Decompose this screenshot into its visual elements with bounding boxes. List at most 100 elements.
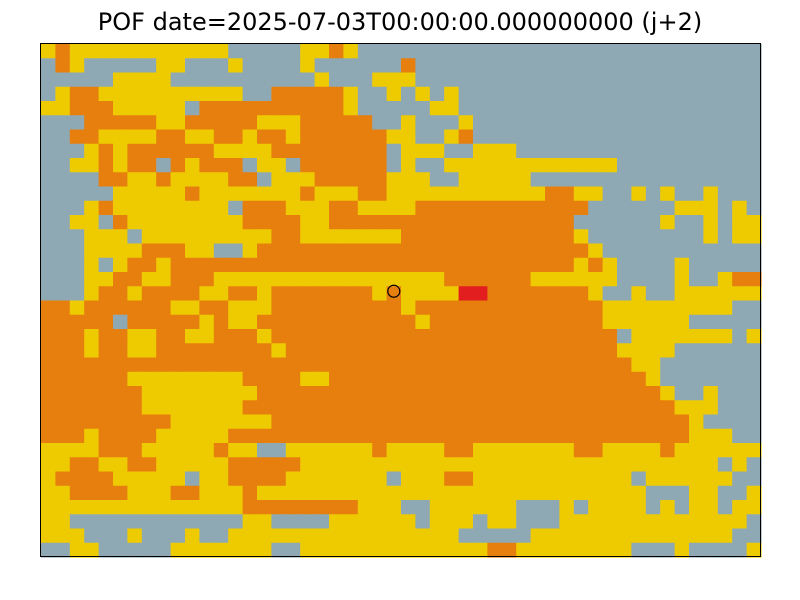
heatmap-cell (213, 129, 229, 145)
heatmap-cell (717, 457, 733, 473)
heatmap-cell (141, 371, 157, 387)
heatmap-cell (444, 414, 460, 430)
heatmap-cell (343, 386, 359, 401)
heatmap-cell (516, 243, 532, 259)
heatmap-cell (458, 186, 474, 202)
heatmap-cell (41, 272, 56, 287)
heatmap-cell (487, 314, 503, 330)
heatmap-cell (545, 528, 560, 544)
heatmap-cell (674, 186, 690, 202)
heatmap-cell (329, 457, 344, 473)
heatmap-cell (588, 500, 604, 515)
heatmap-cell (473, 500, 488, 515)
heatmap-cell (588, 386, 604, 401)
heatmap-cell (199, 115, 215, 131)
heatmap-cell (746, 329, 762, 344)
heatmap-cell (415, 186, 431, 202)
heatmap-cell (199, 229, 215, 245)
heatmap-cell (343, 314, 359, 330)
heatmap-cell (228, 471, 244, 487)
heatmap-cell (285, 58, 301, 74)
heatmap-cell (631, 514, 647, 530)
heatmap-cell (617, 500, 632, 515)
heatmap-cell (156, 172, 172, 188)
heatmap-cell (703, 215, 719, 230)
heatmap-cell (530, 215, 546, 230)
heatmap-cell (170, 343, 186, 359)
heatmap-cell (415, 58, 431, 74)
heatmap-cell (55, 172, 71, 188)
heatmap-cell (602, 143, 618, 159)
heatmap-cell (732, 386, 748, 401)
heatmap-cell (401, 457, 416, 473)
heatmap-cell (199, 72, 215, 88)
heatmap-cell (689, 371, 704, 387)
heatmap-cell (674, 200, 690, 216)
heatmap-cell (357, 129, 373, 145)
heatmap-cell (69, 300, 85, 316)
heatmap-cell (588, 371, 604, 387)
heatmap-cell (703, 542, 719, 558)
heatmap-cell (501, 115, 517, 131)
heatmap-cell (429, 158, 445, 173)
heatmap-cell (343, 115, 359, 131)
heatmap-cell (170, 357, 186, 373)
heatmap-cell (314, 286, 330, 302)
heatmap-cell (746, 101, 762, 116)
heatmap-cell (257, 257, 272, 273)
heatmap-cell (631, 172, 647, 188)
heatmap-cell (559, 158, 575, 173)
heatmap-cell (545, 414, 560, 430)
heatmap-cell (170, 414, 186, 430)
heatmap-cell (602, 542, 618, 558)
heatmap-cell (228, 371, 244, 387)
heatmap-cell (501, 286, 517, 302)
heatmap-cell (113, 542, 128, 558)
heatmap-cell (156, 414, 172, 430)
heatmap-cell (55, 44, 71, 59)
heatmap-cell (242, 542, 258, 558)
heatmap-cell (530, 542, 546, 558)
heatmap-cell (602, 229, 618, 245)
heatmap-cell (415, 300, 431, 316)
heatmap-cell (617, 443, 632, 458)
heatmap-cell (473, 72, 488, 88)
heatmap-cell (588, 457, 604, 473)
heatmap-cell (516, 500, 532, 515)
heatmap-cell (674, 386, 690, 401)
heatmap-cell (228, 72, 244, 88)
heatmap-cell (228, 286, 244, 302)
heatmap-cell (444, 58, 460, 74)
heatmap-cell (458, 86, 474, 102)
heatmap-cell (674, 215, 690, 230)
heatmap-cell (732, 542, 748, 558)
heatmap-cell (444, 272, 460, 287)
heatmap-cell (84, 371, 100, 387)
heatmap-cell (357, 400, 373, 416)
heatmap-cell (732, 414, 748, 430)
heatmap-cell (84, 343, 100, 359)
heatmap-cell (660, 357, 676, 373)
heatmap-cell (717, 528, 733, 544)
heatmap-cell (69, 272, 85, 287)
heatmap-cell (113, 215, 128, 230)
heatmap-cell (55, 58, 71, 74)
heatmap-cell (429, 329, 445, 344)
heatmap-cell (703, 101, 719, 116)
heatmap-cell (98, 143, 114, 159)
heatmap-cell (343, 215, 359, 230)
heatmap-cell (386, 542, 402, 558)
heatmap-cell (156, 443, 172, 458)
heatmap-cell (444, 101, 460, 116)
heatmap-cells (41, 44, 762, 558)
heatmap-cell (98, 86, 114, 102)
heatmap-cell (458, 243, 474, 259)
heatmap-cell (617, 314, 632, 330)
heatmap-cell (703, 115, 719, 131)
heatmap-cell (98, 257, 114, 273)
heatmap-cell (530, 428, 546, 444)
heatmap-cell (415, 215, 431, 230)
heatmap-cell (444, 143, 460, 159)
heatmap-cell (689, 72, 704, 88)
heatmap-cell (645, 215, 661, 230)
